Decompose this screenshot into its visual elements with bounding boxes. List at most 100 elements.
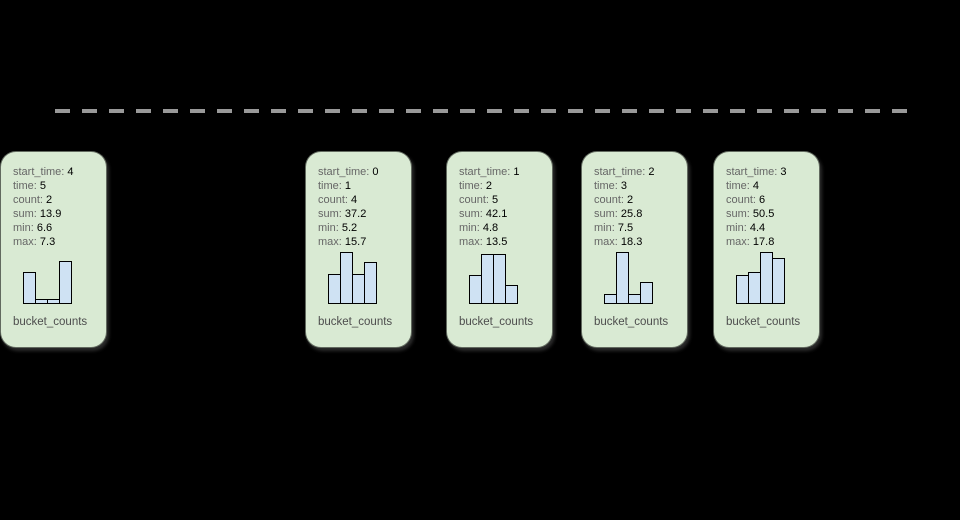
- field-value: 5.2: [341, 222, 358, 234]
- field-count: count: 4: [318, 193, 403, 207]
- bucket-bar: [772, 258, 785, 304]
- bucket-counts-caption: bucket_counts: [459, 316, 534, 328]
- field-count: count: 2: [594, 193, 679, 207]
- field-value: 5: [39, 180, 47, 192]
- field-key: max:: [726, 236, 750, 248]
- bucket-counts-caption: bucket_counts: [318, 316, 393, 328]
- field-max: max: 18.3: [594, 235, 679, 249]
- field-value: 7.3: [39, 236, 56, 248]
- field-time: time: 5: [13, 179, 98, 193]
- field-start-time: start_time: 4: [13, 165, 98, 179]
- field-value: 4: [351, 194, 358, 206]
- field-value: 4.4: [749, 222, 766, 234]
- field-key: start_time:: [594, 166, 646, 178]
- field-min: min: 7.5: [594, 221, 679, 235]
- field-value: 15.7: [344, 236, 367, 248]
- field-key: sum:: [318, 208, 342, 220]
- field-max: max: 17.8: [726, 235, 811, 249]
- bucket-histogram: [736, 252, 785, 304]
- field-time: time: 1: [318, 179, 403, 193]
- field-value: 37.2: [344, 208, 367, 220]
- bucket-bar: [493, 254, 506, 304]
- field-key: sum:: [459, 208, 483, 220]
- field-key: time:: [318, 180, 342, 192]
- field-key: max:: [13, 236, 37, 248]
- field-sum: sum: 25.8: [594, 207, 679, 221]
- field-key: max:: [594, 236, 618, 248]
- field-value: 4: [67, 166, 74, 178]
- field-count: count: 5: [459, 193, 544, 207]
- histogram-card-1: start_time: 1 time: 2 count: 5 sum: 42.1…: [446, 151, 553, 348]
- field-value: 5: [492, 194, 499, 206]
- field-time: time: 2: [459, 179, 544, 193]
- field-key: sum:: [13, 208, 37, 220]
- field-key: start_time:: [459, 166, 511, 178]
- field-key: max:: [459, 236, 483, 248]
- histogram-card-2: start_time: 2 time: 3 count: 2 sum: 25.8…: [581, 151, 688, 348]
- field-start-time: start_time: 2: [594, 165, 679, 179]
- field-key: time:: [726, 180, 750, 192]
- field-key: start_time:: [726, 166, 778, 178]
- field-value: 2: [485, 180, 493, 192]
- field-value: 2: [648, 166, 655, 178]
- field-key: time:: [594, 180, 618, 192]
- field-min: min: 6.6: [13, 221, 98, 235]
- timeline-dashed-line: [55, 109, 912, 113]
- field-max: max: 7.3: [13, 235, 98, 249]
- field-key: count:: [594, 194, 624, 206]
- field-key: min:: [459, 222, 480, 234]
- field-value: 3: [620, 180, 628, 192]
- bucket-histogram: [23, 252, 72, 304]
- field-max: max: 13.5: [459, 235, 544, 249]
- field-key: count:: [13, 194, 43, 206]
- histogram-card-4: start_time: 4 time: 5 count: 2 sum: 13.9…: [0, 151, 107, 348]
- field-value: 18.3: [620, 236, 643, 248]
- field-key: count:: [318, 194, 348, 206]
- bucket-bar: [364, 262, 377, 304]
- field-key: count:: [726, 194, 756, 206]
- field-value: 1: [513, 166, 520, 178]
- field-value: 17.8: [752, 236, 775, 248]
- field-key: start_time:: [13, 166, 65, 178]
- field-sum: sum: 50.5: [726, 207, 811, 221]
- field-value: 1: [344, 180, 352, 192]
- histogram-card-0: start_time: 0 time: 1 count: 4 sum: 37.2…: [305, 151, 412, 348]
- field-value: 2: [627, 194, 634, 206]
- bucket-counts-caption: bucket_counts: [726, 316, 801, 328]
- field-start-time: start_time: 3: [726, 165, 811, 179]
- field-key: min:: [594, 222, 615, 234]
- field-key: min:: [318, 222, 339, 234]
- field-count: count: 2: [13, 193, 98, 207]
- bucket-bar: [640, 282, 653, 304]
- field-max: max: 15.7: [318, 235, 403, 249]
- field-time: time: 3: [594, 179, 679, 193]
- field-value: 13.9: [39, 208, 62, 220]
- bucket-bar: [23, 272, 36, 304]
- field-value: 25.8: [620, 208, 643, 220]
- histogram-card-3: start_time: 3 time: 4 count: 6 sum: 50.5…: [713, 151, 820, 348]
- field-count: count: 6: [726, 193, 811, 207]
- field-key: start_time:: [318, 166, 370, 178]
- field-value: 4: [752, 180, 760, 192]
- field-sum: sum: 13.9: [13, 207, 98, 221]
- field-key: time:: [13, 180, 37, 192]
- field-key: max:: [318, 236, 342, 248]
- field-time: time: 4: [726, 179, 811, 193]
- field-value: 6: [759, 194, 766, 206]
- field-start-time: start_time: 1: [459, 165, 544, 179]
- bucket-counts-caption: bucket_counts: [13, 316, 88, 328]
- field-value: 13.5: [485, 236, 508, 248]
- bucket-histogram: [604, 252, 653, 304]
- field-value: 6.6: [36, 222, 53, 234]
- field-min: min: 4.8: [459, 221, 544, 235]
- field-value: 7.5: [617, 222, 634, 234]
- field-value: 3: [780, 166, 787, 178]
- bucket-bar: [59, 261, 72, 304]
- field-sum: sum: 37.2: [318, 207, 403, 221]
- field-value: 2: [46, 194, 53, 206]
- field-min: min: 4.4: [726, 221, 811, 235]
- bucket-counts-caption: bucket_counts: [594, 316, 669, 328]
- field-key: count:: [459, 194, 489, 206]
- field-key: sum:: [594, 208, 618, 220]
